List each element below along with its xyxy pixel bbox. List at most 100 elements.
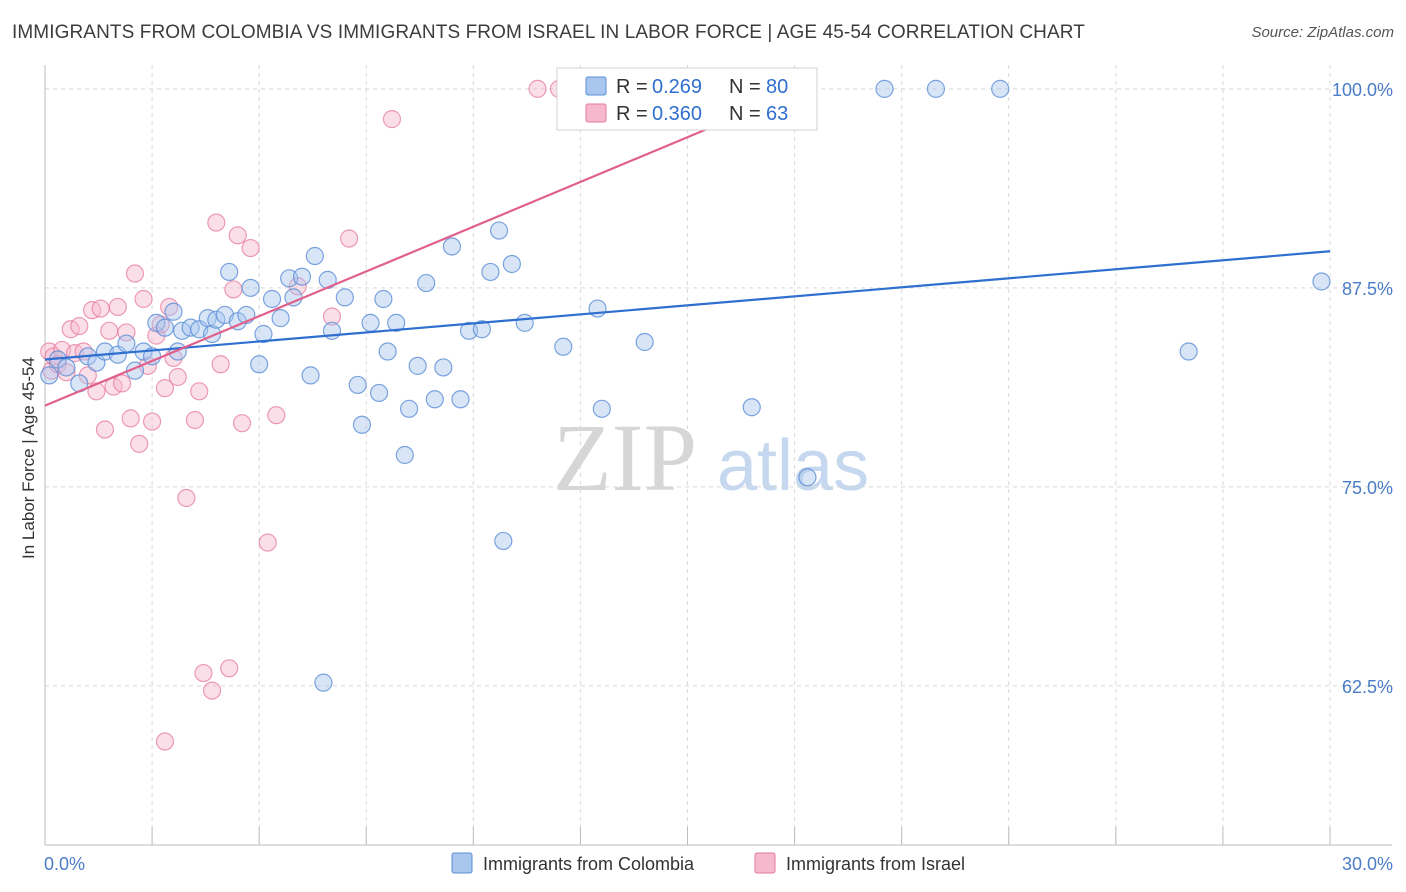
- gridlines: [45, 65, 1392, 845]
- israel-point: [57, 363, 76, 382]
- israel-point: [528, 79, 547, 98]
- israel-point: [340, 229, 359, 248]
- israel-point: [155, 732, 175, 751]
- colombia-point: [250, 355, 269, 374]
- israel-point: [70, 316, 89, 336]
- colombia-point: [314, 673, 333, 692]
- israel-point: [241, 238, 260, 258]
- colombia-point: [271, 309, 290, 328]
- israel-point: [108, 297, 127, 317]
- colombia-point: [926, 79, 946, 98]
- colombia-point: [207, 310, 226, 329]
- colombia-point: [481, 262, 500, 282]
- israel-point: [121, 409, 140, 428]
- israel-point: [177, 488, 196, 508]
- colombia-point: [352, 415, 372, 434]
- y-tick-label: 100.0%: [1332, 80, 1393, 100]
- israel-point: [95, 420, 115, 439]
- trend-lines: [44, 87, 1331, 407]
- legend-bottom-colombia-swatch: [451, 852, 473, 874]
- legend-series: Immigrants from Colombia Immigrants from…: [451, 852, 965, 874]
- colombia-point: [425, 390, 444, 409]
- legend-colombia-r-value: 0.269: [652, 76, 702, 98]
- legend-colombia-n-value: 80: [766, 76, 788, 98]
- israel-point: [224, 280, 243, 299]
- legend-bottom-colombia-label: Immigrants from Colombia: [483, 854, 695, 874]
- chart-title: IMMIGRANTS FROM COLOMBIA VS IMMIGRANTS F…: [12, 22, 1085, 43]
- israel-point: [232, 414, 252, 433]
- legend-bottom-israel-swatch: [754, 852, 776, 874]
- colombia-point: [57, 358, 76, 377]
- israel-trend-line: [44, 87, 804, 407]
- israel-point: [258, 533, 277, 552]
- colombia-point: [1312, 272, 1331, 291]
- colombia-point: [554, 337, 573, 356]
- israel-point: [190, 382, 209, 401]
- israel-point: [207, 213, 226, 232]
- colombia-point: [155, 318, 175, 337]
- colombia-point: [387, 313, 406, 332]
- watermark-atlas: atlas: [717, 426, 869, 506]
- israel-point: [185, 410, 205, 430]
- colombia-point: [292, 267, 312, 286]
- legend-colombia-n-label: N =: [729, 76, 761, 98]
- y-tick-label: 62.5%: [1342, 677, 1393, 697]
- legend-colombia-r-label: R =: [616, 76, 648, 98]
- colombia-point: [348, 375, 367, 395]
- colombia-point: [262, 289, 282, 309]
- colombia-point: [399, 399, 419, 418]
- x-tick-label-max: 30.0%: [1342, 854, 1393, 874]
- israel-point: [134, 289, 153, 309]
- colombia-point: [1179, 342, 1198, 361]
- colombia-point: [489, 221, 509, 240]
- israel-point: [267, 406, 286, 425]
- colombia-trend-line: [44, 250, 1331, 361]
- legend-israel-n-label: N =: [729, 103, 761, 125]
- israel-point: [130, 434, 149, 453]
- source-credit: Source: ZipAtlas.com: [1251, 24, 1394, 41]
- israel-point: [220, 659, 239, 678]
- watermark-zip: ZIP: [553, 404, 697, 511]
- israel-point: [211, 355, 230, 374]
- colombia-point: [742, 398, 761, 417]
- colombia-point: [374, 289, 393, 309]
- colombia-points: [40, 79, 1331, 692]
- tick-labels: 62.5% 75.0% 87.5% 100.0% 0.0% 30.0%: [44, 80, 1393, 874]
- colombia-point: [361, 313, 380, 332]
- israel-point: [87, 382, 106, 401]
- colombia-point: [40, 366, 59, 385]
- israel-point: [168, 367, 187, 387]
- colombia-point: [875, 79, 894, 98]
- colombia-point: [515, 313, 534, 332]
- legend-israel-r-label: R =: [616, 103, 648, 125]
- israel-point: [125, 264, 145, 283]
- colombia-point: [408, 356, 427, 375]
- y-axis-label: In Labor Force | Age 45-54: [19, 357, 38, 559]
- legend-bottom-israel-label: Immigrants from Israel: [786, 854, 965, 874]
- axes: [44, 65, 1392, 846]
- colombia-point: [417, 273, 436, 293]
- y-tick-label: 87.5%: [1342, 279, 1393, 299]
- colombia-point: [335, 288, 354, 307]
- y-tick-label: 75.0%: [1342, 478, 1393, 498]
- legend-israel-r-value: 0.360: [652, 103, 702, 125]
- colombia-point: [117, 334, 136, 353]
- israel-point: [194, 663, 213, 683]
- israel-point: [155, 379, 175, 398]
- israel-point: [91, 299, 110, 318]
- colombia-point: [472, 320, 491, 339]
- israel-point: [228, 226, 247, 245]
- colombia-point: [434, 358, 453, 377]
- colombia-point: [494, 531, 513, 551]
- colombia-point: [378, 342, 397, 361]
- colombia-point: [798, 468, 817, 487]
- legend-stats: R = 0.269 N = 80 R = 0.360 N = 63: [556, 67, 818, 131]
- legend-israel-n-value: 63: [766, 103, 788, 125]
- colombia-point: [451, 390, 470, 409]
- colombia-point: [254, 324, 273, 344]
- colombia-point: [301, 366, 320, 385]
- israel-point: [382, 110, 402, 129]
- israel-point: [100, 321, 119, 340]
- legend-israel-swatch: [585, 103, 607, 123]
